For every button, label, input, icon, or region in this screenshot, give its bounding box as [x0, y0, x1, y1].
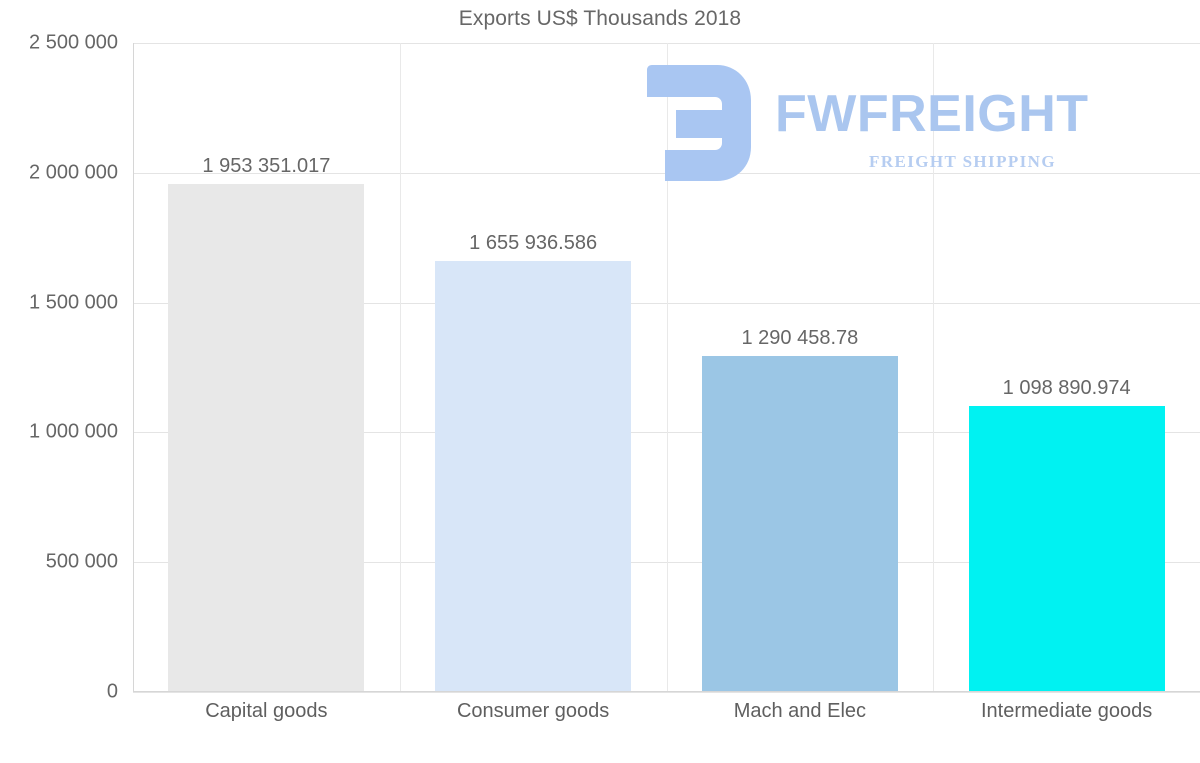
gridline-vertical — [667, 43, 668, 692]
gridline-vertical — [933, 43, 934, 692]
y-axis-tick-label: 2 000 000 — [29, 161, 118, 184]
chart-title: Exports US$ Thousands 2018 — [458, 7, 742, 30]
gridline-horizontal — [133, 302, 1200, 304]
x-axis-category-label: Intermediate goods — [981, 700, 1153, 722]
bar[interactable] — [435, 261, 632, 691]
bar-value-label: 1 098 890.974 — [1002, 376, 1131, 399]
y-axis-tick-label: 0 — [106, 680, 118, 703]
x-axis-line — [133, 691, 1200, 692]
bar[interactable] — [168, 183, 365, 691]
bar-value-label: 1 953 351.017 — [202, 154, 331, 177]
gridline-horizontal — [133, 692, 1200, 693]
bar-value-label: 1 290 458.78 — [741, 326, 859, 349]
gridline-vertical — [400, 43, 401, 692]
y-axis-tick-label: 1 500 000 — [29, 291, 118, 314]
x-axis-category-label: Mach and Elec — [733, 700, 867, 722]
x-axis-category-label: Capital goods — [205, 700, 328, 722]
gridline-horizontal — [133, 562, 1200, 564]
y-axis-tick-label: 2 500 000 — [29, 31, 118, 54]
bar-value-label: 1 655 936.586 — [469, 232, 598, 255]
y-axis-tick-label: 500 000 — [45, 550, 118, 573]
gridline-horizontal — [133, 43, 1200, 44]
x-axis-category-label: Consumer goods — [456, 700, 610, 722]
y-axis-line — [133, 43, 134, 692]
bar[interactable] — [968, 405, 1165, 691]
y-axis-tick-label: 1 000 000 — [29, 420, 118, 443]
plot-area: 1 953 351.017 1 655 936.586 1 290 458.78 1 … — [133, 43, 1200, 693]
gridline-horizontal — [133, 432, 1200, 434]
bar[interactable] — [701, 356, 898, 691]
